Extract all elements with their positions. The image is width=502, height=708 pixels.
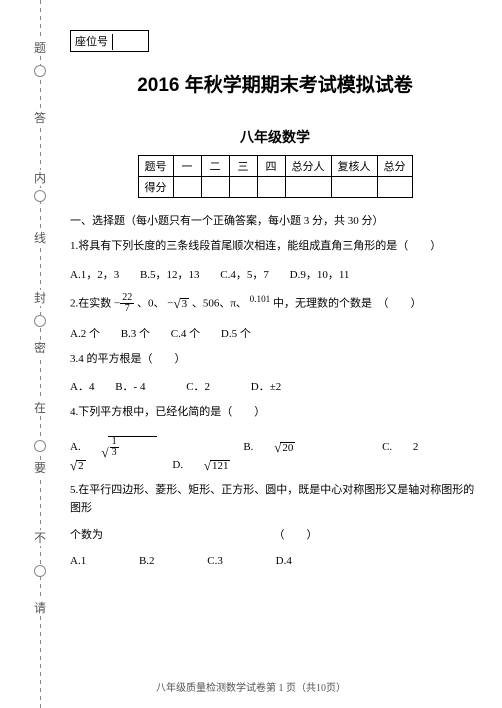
opt: A.1 (70, 555, 86, 567)
sqrt-2: 2 (70, 459, 104, 472)
q3-stem: 3.4 的平方根是（ ） (70, 351, 480, 369)
sqrt-frac-1-3: 13 (101, 436, 174, 459)
opt: C.4，5，7 (220, 269, 269, 281)
q2-stem: 2.在实数 −227 、0、 −3 、506、π、 0.101 中，无理数的个数… (70, 292, 480, 315)
th: 四 (257, 156, 285, 177)
opt: C.4 个 (171, 328, 200, 340)
opt: A. 13 (70, 441, 195, 453)
txt: 、506、π、 (192, 297, 247, 309)
opt: A.1，2，3 (70, 269, 119, 281)
opt: D．±2 (251, 381, 281, 393)
margin-circle (34, 565, 46, 577)
section-1-head: 一、选择题（每小题只有一个正确答案，每小题 3 分，共 30 分） (70, 212, 480, 228)
opt: C.3 (207, 555, 223, 567)
margin-char: 不 (34, 530, 46, 546)
binding-margin: 题答内线封密在要不请 (20, 0, 60, 708)
opt: D. 121 (172, 459, 266, 471)
td (331, 177, 377, 198)
txt: 中，无理数的个数是 （ ） (273, 297, 422, 309)
opt: A．4 (70, 381, 94, 393)
sqrt-3: 3 (173, 297, 189, 310)
opt: A.2 个 (70, 328, 100, 340)
opt: B.3 个 (121, 328, 150, 340)
q2-opts: A.2 个 B.3 个 C.4 个 D.5 个 (70, 325, 480, 341)
exam-subtitle: 八年级数学 (70, 127, 480, 147)
q5-stem-l2: 个数为 （ ） (70, 527, 480, 545)
seat-label: 座位号 (71, 31, 112, 51)
exp: 0.101 (250, 294, 271, 304)
table-row: 得分 (138, 177, 412, 198)
margin-circle (34, 65, 46, 77)
page-footer: 八年级质量检测数学试卷第 1 页（共10页） (0, 679, 502, 694)
q5-stem-l1: 5.在平行四边形、菱形、矩形、正方形、圆中，既是中心对称图形又是轴对称图形的图形 (70, 482, 480, 517)
th: 二 (201, 156, 229, 177)
margin-char: 在 (34, 400, 46, 416)
table-row: 题号 一 二 三 四 总分人 复核人 总分 (138, 156, 412, 177)
td (201, 177, 229, 198)
seat-box: 座位号 (70, 30, 149, 52)
th: 题号 (138, 156, 173, 177)
score-table: 题号 一 二 三 四 总分人 复核人 总分 得分 (138, 155, 413, 198)
sqrt-20: 20 (274, 441, 313, 454)
margin-circle (34, 190, 46, 202)
th: 总分 (377, 156, 412, 177)
margin-char: 密 (34, 340, 46, 356)
opt: B.5，12，13 (140, 269, 200, 281)
margin-char: 要 (34, 460, 46, 476)
td (285, 177, 331, 198)
margin-char: 答 (34, 110, 46, 126)
opt: D.4 (276, 555, 292, 567)
margin-circle (34, 315, 46, 327)
txt: 2.在实数 (70, 297, 111, 309)
th: 总分人 (285, 156, 331, 177)
margin-char: 题 (34, 40, 46, 56)
opt: D.5 个 (221, 328, 251, 340)
margin-circle (34, 440, 46, 452)
th: 一 (173, 156, 201, 177)
td (229, 177, 257, 198)
q1-opts: A.1，2，3 B.5，12，13 C.4，5，7 D.9，10，11 (70, 266, 480, 282)
opt: B. 20 (243, 441, 334, 453)
td (377, 177, 412, 198)
margin-char: 线 (34, 230, 46, 246)
td (257, 177, 285, 198)
page-content: 座位号 2016 年秋学期期末考试模拟试卷 八年级数学 题号 一 二 三 四 总… (70, 30, 480, 575)
opt: D.9，10，11 (290, 269, 350, 281)
margin-char: 封 (34, 290, 46, 306)
exam-title: 2016 年秋学期期末考试模拟试卷 (70, 70, 480, 97)
td (173, 177, 201, 198)
q4-stem: 4.下列平方根中，已经化简的是（ ） (70, 404, 480, 422)
q5-opts: A.1 B.2 C.3 D.4 (70, 555, 480, 567)
th: 三 (229, 156, 257, 177)
opt: B．- 4 (115, 381, 145, 393)
th: 复核人 (331, 156, 377, 177)
opt: C．2 (186, 381, 210, 393)
margin-char: 请 (34, 600, 46, 616)
td: 得分 (138, 177, 173, 198)
sqrt-121: 121 (204, 459, 249, 472)
margin-char: 内 (34, 170, 46, 186)
seat-blank (112, 34, 148, 50)
frac-22-7: 227 (120, 293, 134, 315)
opt: B.2 (139, 555, 155, 567)
txt: 、0、 (137, 297, 165, 309)
q1-stem: 1.将具有下列长度的三条线段首尾顺次相连，能组成直角三角形的是（ ） (70, 238, 480, 256)
q4-opts: A. 13 B. 20 C. 22 D. 121 (70, 436, 480, 472)
q3-opts: A．4 B．- 4 C．2 D．±2 (70, 378, 480, 394)
coef: 2 (413, 441, 419, 453)
